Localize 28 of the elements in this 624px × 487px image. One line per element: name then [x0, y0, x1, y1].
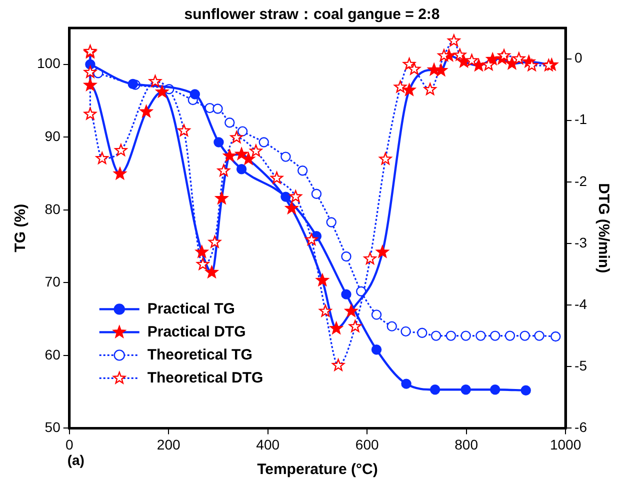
x-tick-label: 1000 [550, 436, 582, 452]
text: (a) [67, 452, 84, 468]
x-tick-label: 800 [454, 436, 478, 452]
y2-tick-label: 0 [574, 50, 583, 66]
y2-tick-label: -5 [574, 357, 588, 374]
legend-label: Theoretical DTG [147, 369, 264, 386]
y2-tick-label: -4 [574, 296, 588, 312]
x-axis-title: Temperature (°C) [257, 461, 378, 478]
x-tick-label: 400 [256, 436, 280, 452]
y-tick-label: 50 [44, 419, 61, 436]
y-tick-label: 80 [44, 200, 61, 217]
y-tick-label: 100 [37, 55, 61, 72]
y-tick-label: 90 [44, 128, 61, 144]
y2-tick-label: -1 [574, 111, 588, 128]
x-tick-label: 0 [65, 436, 74, 452]
y2-tick-label: -6 [574, 419, 588, 436]
y2-tick-label: -3 [574, 234, 588, 250]
y-tick-label: 70 [44, 274, 61, 290]
x-tick-label: 600 [355, 436, 379, 452]
legend-label: Practical DTG [147, 323, 246, 340]
y2-tick-label: -2 [574, 172, 588, 189]
chart-title: sunflower straw：coal gangue = 2:8 [184, 6, 440, 24]
y-tick-label: 60 [44, 346, 61, 362]
legend-label: Theoretical TG [147, 346, 252, 364]
y-axis-title: TG (%) [12, 204, 30, 252]
y2-axis-title: DTG (%/min) [594, 183, 612, 274]
legend-label: Practical TG [147, 300, 235, 318]
x-tick-label: 200 [156, 436, 180, 452]
